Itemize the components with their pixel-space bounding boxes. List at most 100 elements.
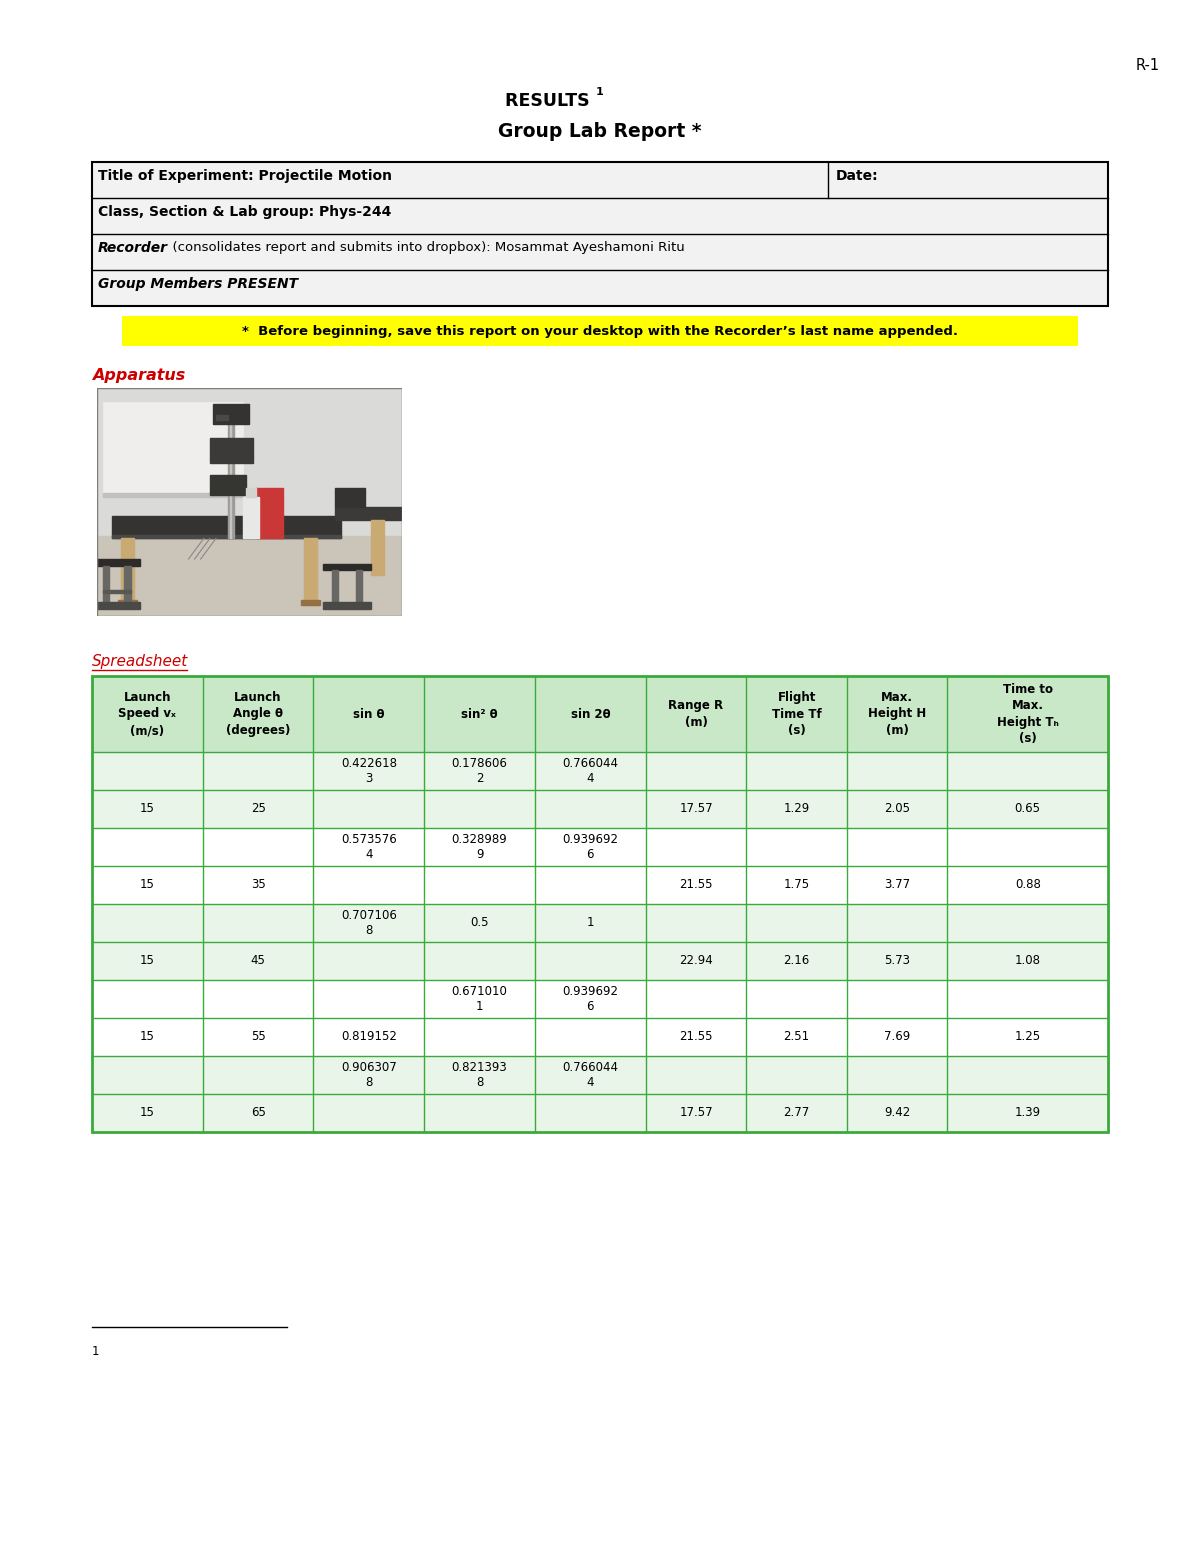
Text: Spreadsheet: Spreadsheet	[92, 654, 188, 669]
Text: 0.939692
6: 0.939692 6	[563, 832, 618, 860]
Bar	[372, 520, 384, 575]
Bar	[301, 599, 319, 604]
Text: 15: 15	[140, 803, 155, 815]
Text: (consolidates report and submits into dropbox): Mosammat Ayeshamoni Ritu: (consolidates report and submits into dr…	[164, 241, 685, 255]
Text: *  Before beginning, save this report on your desktop with the Recorder’s last n: * Before beginning, save this report on …	[242, 326, 958, 339]
Text: 2.16: 2.16	[784, 955, 810, 968]
Text: 17.57: 17.57	[679, 1106, 713, 1120]
Bar	[210, 438, 252, 463]
Bar	[92, 943, 1108, 980]
Text: 2.51: 2.51	[784, 1031, 810, 1044]
Bar	[356, 570, 362, 604]
Text: 1.25: 1.25	[1015, 1031, 1040, 1044]
Bar	[113, 536, 341, 539]
Bar	[97, 536, 402, 617]
Text: Date:: Date:	[836, 169, 878, 183]
Bar	[103, 492, 244, 497]
Text: 2.77: 2.77	[784, 1106, 810, 1120]
Text: Launch
Angle θ
(degrees): Launch Angle θ (degrees)	[226, 691, 290, 738]
Bar	[323, 603, 372, 609]
Bar	[103, 565, 109, 604]
Text: 0.65: 0.65	[1015, 803, 1040, 815]
Text: 1.39: 1.39	[1015, 1106, 1040, 1120]
Bar	[97, 388, 402, 536]
Text: R-1: R-1	[1136, 57, 1160, 73]
Text: 7.69: 7.69	[884, 1031, 911, 1044]
Text: sin 2θ: sin 2θ	[570, 708, 610, 721]
Bar	[97, 559, 139, 565]
Text: 1.08: 1.08	[1015, 955, 1040, 968]
Text: 0.422618
3: 0.422618 3	[341, 756, 397, 784]
Text: 0.178606
2: 0.178606 2	[451, 756, 508, 784]
Text: Group Lab Report *: Group Lab Report *	[498, 123, 702, 141]
Bar	[92, 1019, 1108, 1056]
Text: 0.819152: 0.819152	[341, 1031, 397, 1044]
Text: 0.328989
9: 0.328989 9	[451, 832, 508, 860]
Text: 0.573576
4: 0.573576 4	[341, 832, 397, 860]
Bar	[121, 539, 133, 604]
Bar	[113, 516, 341, 539]
Text: 15: 15	[140, 1106, 155, 1120]
Text: 15: 15	[140, 955, 155, 968]
Text: 0.766044
4: 0.766044 4	[563, 756, 618, 784]
Text: Max.
Height H
(m): Max. Height H (m)	[868, 691, 926, 738]
Bar	[92, 162, 1108, 306]
Text: 1: 1	[596, 87, 604, 96]
Bar	[92, 828, 1108, 867]
Text: Class, Section & Lab group: Phys-244: Class, Section & Lab group: Phys-244	[98, 205, 391, 219]
Text: sin θ: sin θ	[353, 708, 385, 721]
Bar	[92, 676, 1108, 752]
Bar	[244, 497, 259, 539]
Bar	[246, 488, 256, 497]
Text: Title of Experiment: Projectile Motion: Title of Experiment: Projectile Motion	[98, 169, 392, 183]
Text: 0.766044
4: 0.766044 4	[563, 1061, 618, 1089]
Bar	[103, 590, 131, 593]
Text: 22.94: 22.94	[679, 955, 713, 968]
Bar	[228, 407, 234, 539]
Bar	[92, 752, 1108, 790]
Text: 1.29: 1.29	[784, 803, 810, 815]
Bar	[210, 475, 246, 495]
Bar	[92, 1093, 1108, 1132]
Bar	[335, 506, 402, 520]
Text: Recorder: Recorder	[98, 241, 168, 255]
Text: 5.73: 5.73	[884, 955, 910, 968]
Text: 1: 1	[587, 916, 594, 930]
Text: 65: 65	[251, 1106, 265, 1120]
Text: 0.707106
8: 0.707106 8	[341, 909, 397, 936]
Bar	[92, 676, 1108, 1132]
Text: 21.55: 21.55	[679, 879, 713, 891]
Bar	[119, 599, 137, 604]
Text: 0.671010
1: 0.671010 1	[451, 985, 508, 1013]
Bar	[92, 1056, 1108, 1093]
Text: 35: 35	[251, 879, 265, 891]
Text: 15: 15	[140, 1031, 155, 1044]
Bar	[92, 904, 1108, 943]
Text: Group Members PRESENT: Group Members PRESENT	[98, 276, 298, 290]
Text: 45: 45	[251, 955, 265, 968]
Text: 2.05: 2.05	[884, 803, 910, 815]
Text: Time to
Max.
Height Tₕ
(s): Time to Max. Height Tₕ (s)	[997, 683, 1058, 745]
Text: 15: 15	[140, 879, 155, 891]
Text: Apparatus: Apparatus	[92, 368, 185, 384]
Bar	[256, 488, 283, 539]
Bar	[92, 867, 1108, 904]
Bar	[229, 407, 232, 539]
Text: 0.939692
6: 0.939692 6	[563, 985, 618, 1013]
Text: 0.88: 0.88	[1015, 879, 1040, 891]
Text: 0.821393
8: 0.821393 8	[451, 1061, 508, 1089]
Bar	[305, 539, 317, 604]
Bar	[103, 402, 244, 497]
Text: Range R
(m): Range R (m)	[668, 699, 724, 728]
Text: 1: 1	[92, 1345, 100, 1357]
Bar	[92, 790, 1108, 828]
Text: RESULTS: RESULTS	[505, 92, 596, 110]
Bar	[92, 980, 1108, 1019]
Bar	[97, 603, 139, 609]
Bar	[122, 315, 1078, 346]
Bar	[212, 404, 250, 424]
Text: 1.75: 1.75	[784, 879, 810, 891]
Bar	[216, 415, 228, 419]
Text: 21.55: 21.55	[679, 1031, 713, 1044]
Text: 9.42: 9.42	[884, 1106, 911, 1120]
